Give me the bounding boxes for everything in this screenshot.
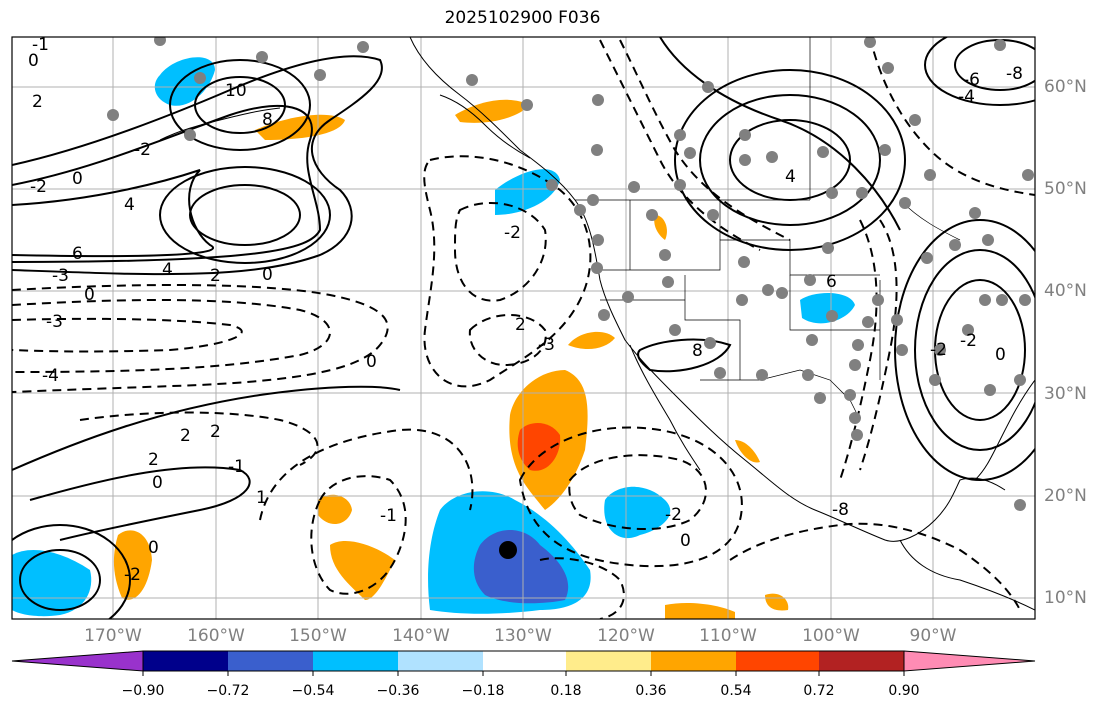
contour-label: 0 [148, 538, 159, 558]
contour-label: -3 [52, 266, 69, 286]
shade-red-central [517, 423, 561, 471]
contour-label: -2 [30, 177, 47, 197]
station-dots [107, 37, 1034, 511]
contour-label: 2 [32, 92, 43, 112]
shade-orange-west2 [330, 540, 395, 600]
contour-label: 0 [680, 531, 691, 551]
contour-label: 0 [152, 473, 163, 493]
contour-label: 4 [124, 195, 135, 215]
contour-label: 10 [225, 81, 247, 101]
contour-label: -4 [42, 366, 59, 386]
contour-label: -1 [228, 457, 245, 477]
lon-label-130w: 130°W [494, 626, 552, 646]
contour-label: -6 [963, 70, 980, 90]
shade-orange-west3 [113, 530, 152, 600]
colorbar-tick-label: −0.72 [206, 683, 250, 699]
shade-orange-west1 [318, 494, 352, 525]
shade-orange-baja [568, 331, 615, 350]
lon-label-170w: 170°W [84, 626, 142, 646]
colorbar-tick-label: −0.18 [461, 683, 505, 699]
contour-label: 8 [692, 341, 703, 361]
contour-label: 2 [515, 315, 526, 335]
colorbar-tick-label: 0.36 [635, 683, 667, 699]
contour-label: -2 [930, 340, 947, 360]
lon-label-160w: 160°W [187, 626, 245, 646]
shade-orange-nm [735, 440, 760, 463]
lat-label-20n: 20°N [1044, 486, 1087, 506]
contour-label: -1 [380, 506, 397, 526]
colorbar-tick-label: −0.90 [121, 683, 165, 699]
colorbar-extend-high [903, 650, 1036, 672]
shade-orange-ab [654, 215, 667, 240]
contour-label: -2 [665, 505, 682, 525]
black-dot-marker [499, 541, 517, 559]
shade-blue-sw [12, 550, 92, 617]
shade-blue-mexico [604, 486, 671, 539]
lat-label-10n: 10°N [1044, 588, 1087, 608]
lon-label-140w: 140°W [392, 626, 450, 646]
contour-label: -3 [538, 335, 555, 355]
lat-label-60n: 60°N [1044, 77, 1087, 97]
shade-blue-coast [495, 169, 560, 215]
contour-label: 8 [262, 110, 273, 130]
contour-label: 6 [826, 272, 837, 292]
contour-label-layer: -1 0 10 8 2 4 -2 0 -2 6 -3 4 2 0 0 -3 -4… [28, 35, 1023, 585]
contour-label: 1 [256, 488, 267, 508]
contour-label: -3 [46, 312, 63, 332]
colorbar [11, 650, 1036, 676]
contour-label: -8 [1006, 64, 1023, 84]
shade-orange-bottom1 [665, 602, 735, 619]
contour-label: -2 [504, 223, 521, 243]
contour-label: -1 [32, 35, 49, 55]
colorbar-tick-label: −0.54 [291, 683, 335, 699]
map-title: 2025102900 F036 [444, 8, 601, 28]
contour-label: 2 [210, 266, 221, 286]
colorbar-tick-label: −0.36 [376, 683, 420, 699]
contour-label: 0 [366, 352, 377, 372]
contour-label: 2 [210, 422, 221, 442]
contour-label: -8 [832, 500, 849, 520]
colorbar-tick-label: 0.54 [720, 683, 752, 699]
contour-label: -4 [958, 87, 975, 107]
contours-negative [12, 37, 1035, 619]
lon-label-90w: 90°W [909, 626, 957, 646]
lon-label-110w: 110°W [699, 626, 757, 646]
shade-blue-plains [800, 293, 855, 324]
contour-label: 4 [785, 167, 796, 187]
shade-orange-bottom2 [765, 593, 789, 611]
lon-label-100w: 100°W [802, 626, 860, 646]
contour-label: 0 [72, 169, 83, 189]
lon-label-120w: 120°W [597, 626, 655, 646]
shade-orange-gulf [455, 99, 530, 123]
colorbar-tick-label: 0.72 [803, 683, 835, 699]
lat-label-30n: 30°N [1044, 384, 1087, 404]
contour-label: 0 [262, 265, 273, 285]
contour-label: -2 [960, 331, 977, 351]
contour-label: -2 [124, 565, 141, 585]
lon-label-150w: 150°W [289, 626, 347, 646]
lat-label-40n: 40°N [1044, 281, 1087, 301]
contour-label: 4 [162, 260, 173, 280]
colorbar-tick-label: 0.18 [550, 683, 582, 699]
contour-label: 2 [180, 426, 191, 446]
contour-label: 0 [84, 285, 95, 305]
lat-label-50n: 50°N [1044, 179, 1087, 199]
shade-deepblue-south [473, 530, 569, 604]
contours-positive [12, 37, 1035, 619]
contour-label: 0 [995, 345, 1006, 365]
contour-label: -2 [134, 140, 151, 160]
colorbar-extend-low [11, 650, 144, 672]
map-frame [11, 36, 1036, 620]
colorbar-tick-label: 0.90 [888, 683, 920, 699]
contour-label: 0 [28, 51, 39, 71]
contour-label: 6 [72, 244, 83, 264]
contour-label: 2 [148, 450, 159, 470]
